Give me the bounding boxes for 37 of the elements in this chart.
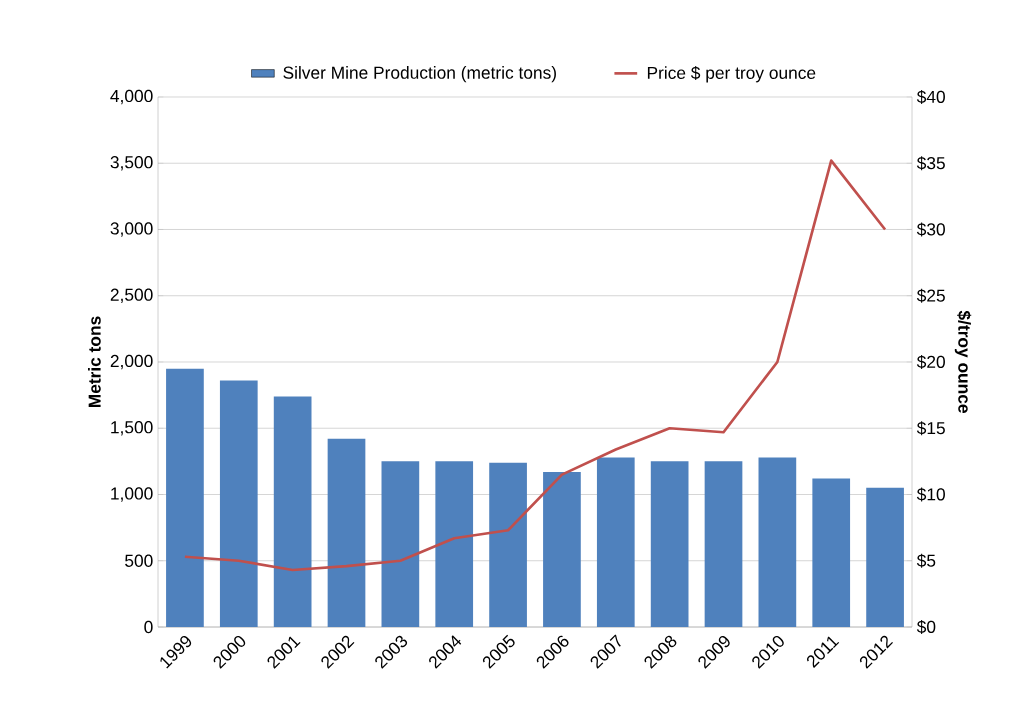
y-tick-label: 2,000 xyxy=(110,354,153,370)
bar xyxy=(435,461,474,627)
y-tick-label: 4,000 xyxy=(110,89,153,105)
y2-tick-label: $30 xyxy=(916,222,945,237)
legend-label: Price $ per troy ounce xyxy=(647,65,816,83)
y-tick-label: 1,000 xyxy=(111,487,153,502)
y2-tick-label: $40 xyxy=(916,89,945,104)
bar xyxy=(273,396,312,627)
bar xyxy=(166,368,204,627)
bar xyxy=(650,461,689,627)
legend-label: Silver Mine Production (metric tons) xyxy=(283,66,556,83)
bar xyxy=(543,471,581,627)
y-tick-label: 3,500 xyxy=(110,156,153,171)
y2-tick-label: $0 xyxy=(916,619,936,635)
y2-tick-label: $25 xyxy=(916,288,945,303)
bar xyxy=(812,478,851,627)
y-tick-label: 1,500 xyxy=(111,421,153,436)
bar xyxy=(866,487,904,627)
y-tick-label: 500 xyxy=(125,554,153,567)
bar xyxy=(327,438,366,627)
y-tick-label: 3,000 xyxy=(110,222,153,237)
line-series xyxy=(183,159,887,572)
y2-tick-label: $5 xyxy=(916,553,936,568)
y2-tick-label: $15 xyxy=(916,421,945,436)
bar xyxy=(489,462,527,627)
y2-tick-label: $10 xyxy=(916,487,945,502)
bar xyxy=(596,457,635,627)
bar xyxy=(219,380,258,627)
y2-axis-title: $/troy ounce xyxy=(954,310,972,413)
y-tick-label: 2,500 xyxy=(110,288,153,303)
y-axis-title: Metric tons xyxy=(88,316,101,408)
bar xyxy=(758,457,797,627)
bar xyxy=(381,461,420,627)
y-tick-label: 0 xyxy=(144,620,153,634)
bar xyxy=(704,461,743,627)
y2-tick-label: $20 xyxy=(916,354,945,370)
y2-tick-label: $35 xyxy=(916,156,945,171)
